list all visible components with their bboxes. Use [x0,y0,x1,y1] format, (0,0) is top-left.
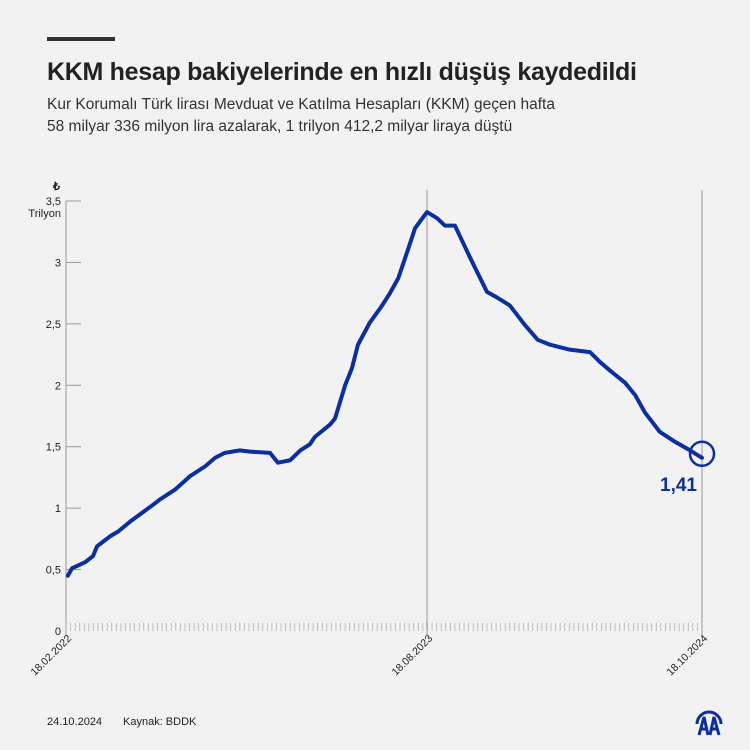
y-tick-label: 0,5 [46,565,61,577]
y-tick-label: 2,5 [46,319,61,331]
end-value-label: 1,41 [660,475,697,496]
y-tick-label: 3,5 [46,196,61,208]
y-tick-label: 1,5 [46,442,61,454]
y-axis-symbol: ₺ [52,181,60,193]
y-axis-unit: Trilyon [28,208,61,220]
footer-source: Kaynak: BDDK [123,716,197,728]
page-title: KKM hesap bakiyelerinde en hızlı düşüş k… [47,58,637,86]
x-tick-label: 18.08.2023 [389,633,435,679]
y-tick-label: 3 [55,257,61,269]
subtitle-line-2: 58 milyar 336 milyon lira azalarak, 1 tr… [47,118,513,135]
y-tick-label: 1 [55,503,61,515]
x-tick-label: 18.02.2022 [28,633,74,679]
end-point-marker [688,440,716,468]
y-tick-label: 2 [55,380,61,392]
aa-logo-icon [695,710,723,736]
footer-date: 24.10.2024 [47,716,103,728]
kkm-series-line [65,210,704,578]
x-tick-label: 18.10.2024 [664,633,710,679]
y-tick-label: 0 [55,626,61,638]
subtitle-line-1: Kur Korumalı Türk lirası Mevduat ve Katı… [47,96,555,113]
header-accent-bar [47,37,115,41]
